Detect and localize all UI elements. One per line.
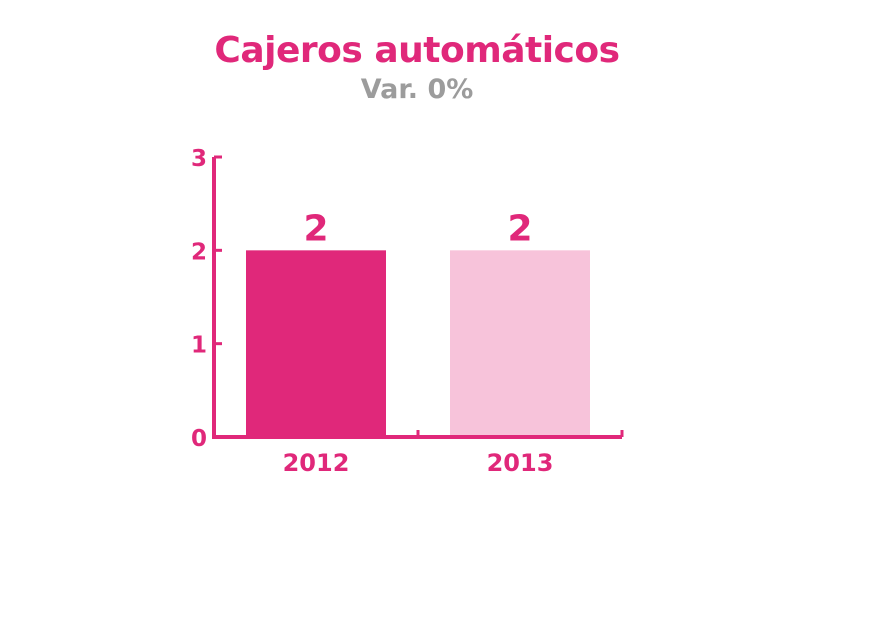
- x-tick-label-2013: 2013: [487, 449, 554, 477]
- chart-title: Cajeros automáticos: [214, 30, 620, 71]
- data-label-2012: 2: [303, 208, 328, 249]
- y-tick-label-1: 1: [191, 333, 207, 359]
- x-tick-label-2012: 2012: [283, 449, 350, 477]
- axes-group: [212, 155, 624, 439]
- bars-group: [246, 250, 590, 437]
- data-label-2013: 2: [507, 208, 532, 249]
- chart-subtitle: Var. 0%: [360, 74, 474, 105]
- y-tick-label-2: 2: [191, 239, 207, 265]
- y-tick-label-3: 3: [191, 146, 207, 172]
- bar-2012: [246, 250, 386, 437]
- labels-group: 2 2012 2 2013 0 1 2 3: [191, 146, 553, 477]
- bar-2013: [450, 250, 590, 437]
- y-tick-label-0: 0: [191, 426, 207, 452]
